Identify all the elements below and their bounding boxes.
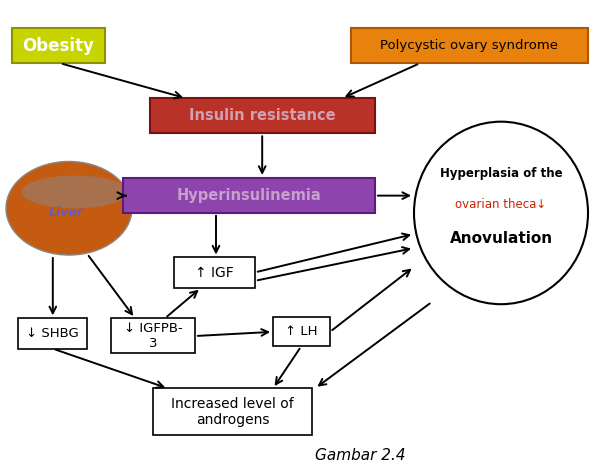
Text: Increased level of
androgens: Increased level of androgens [171,397,294,427]
Text: ovarian theca↓: ovarian theca↓ [455,198,547,211]
FancyBboxPatch shape [18,318,87,349]
FancyBboxPatch shape [123,178,375,213]
Ellipse shape [6,161,132,255]
Text: Gambar 2.4: Gambar 2.4 [314,448,406,463]
FancyBboxPatch shape [351,28,588,63]
FancyBboxPatch shape [273,317,330,346]
Text: ↓ SHBG: ↓ SHBG [26,327,79,340]
Ellipse shape [22,176,128,208]
Text: ↑ LH: ↑ LH [285,325,318,338]
FancyBboxPatch shape [153,388,312,435]
Text: ↑ IGF: ↑ IGF [195,266,234,279]
Text: Obesity: Obesity [23,37,94,55]
Text: Anovulation: Anovulation [449,231,553,246]
Ellipse shape [414,122,588,304]
Text: Insulin resistance: Insulin resistance [189,108,336,124]
FancyBboxPatch shape [174,257,255,288]
FancyBboxPatch shape [111,318,195,353]
Text: Polycystic ovary syndrome: Polycystic ovary syndrome [380,39,559,52]
Text: Hyperplasia of the: Hyperplasia of the [440,167,562,180]
Text: Hyperinsulinemia: Hyperinsulinemia [176,188,322,203]
FancyBboxPatch shape [12,28,105,63]
Text: ↓ IGFPB-
3: ↓ IGFPB- 3 [124,322,182,350]
Text: Liver: Liver [49,206,83,219]
FancyBboxPatch shape [150,98,375,133]
